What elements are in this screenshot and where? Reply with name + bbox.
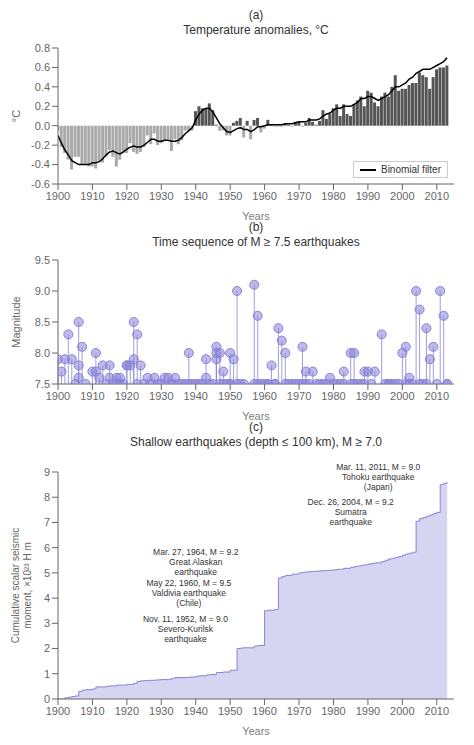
svg-text:May 22, 1960, M = 9.5Valdivia: May 22, 1960, M = 9.5Valdivia earthquake… bbox=[146, 578, 231, 608]
svg-text:1940: 1940 bbox=[183, 190, 207, 202]
svg-text:1970: 1970 bbox=[287, 190, 311, 202]
svg-text:1930: 1930 bbox=[149, 190, 173, 202]
svg-text:0: 0 bbox=[44, 693, 50, 705]
svg-text:Dec. 26, 2004, M = 9.2Sumatrae: Dec. 26, 2004, M = 9.2Sumatraearthquake bbox=[308, 497, 395, 527]
svg-text:°C: °C bbox=[10, 110, 22, 122]
svg-text:7: 7 bbox=[44, 516, 50, 528]
svg-text:1910: 1910 bbox=[80, 705, 104, 717]
svg-text:6: 6 bbox=[44, 542, 50, 554]
svg-text:2000: 2000 bbox=[390, 390, 414, 402]
svg-text:-0.2: -0.2 bbox=[31, 139, 50, 151]
svg-text:1960: 1960 bbox=[252, 190, 276, 202]
html-text:(b): (b) bbox=[248, 220, 264, 234]
svg-text:1980: 1980 bbox=[321, 705, 345, 717]
svg-text:0.2: 0.2 bbox=[35, 100, 50, 112]
svg-text:1940: 1940 bbox=[183, 390, 207, 402]
svg-text:1990: 1990 bbox=[356, 390, 380, 402]
svg-text:Magnitude: Magnitude bbox=[10, 296, 22, 347]
svg-text:4: 4 bbox=[44, 592, 50, 604]
svg-text:2010: 2010 bbox=[425, 705, 449, 717]
svg-text:2000: 2000 bbox=[390, 705, 414, 717]
svg-text:1990: 1990 bbox=[356, 705, 380, 717]
svg-text:0.0: 0.0 bbox=[35, 120, 50, 132]
svg-text:Years: Years bbox=[242, 725, 270, 735]
svg-text:8.0: 8.0 bbox=[35, 347, 50, 359]
svg-text:8: 8 bbox=[44, 491, 50, 503]
svg-text:3: 3 bbox=[44, 617, 50, 629]
svg-text:2: 2 bbox=[44, 642, 50, 654]
html-text:Shallow earthquakes (depth ≤ 1: Shallow earthquakes (depth ≤ 100 km), M … bbox=[130, 435, 382, 449]
svg-text:1: 1 bbox=[44, 668, 50, 680]
svg-text:Mar. 27, 1964, M = 9.2Great Al: Mar. 27, 1964, M = 9.2Great Alaskanearth… bbox=[153, 547, 239, 577]
html-text:Binomial filter: Binomial filter bbox=[381, 164, 441, 175]
svg-text:0.6: 0.6 bbox=[35, 61, 50, 73]
svg-text:2010: 2010 bbox=[425, 390, 449, 402]
svg-text:1920: 1920 bbox=[115, 390, 139, 402]
svg-text:1930: 1930 bbox=[149, 390, 173, 402]
svg-text:8.5: 8.5 bbox=[35, 316, 50, 328]
svg-text:Mar. 11, 2011, M = 9.0Tohoku e: Mar. 11, 2011, M = 9.0Tohoku earthquake(… bbox=[336, 462, 420, 492]
svg-text:5: 5 bbox=[44, 567, 50, 579]
svg-text:2010: 2010 bbox=[425, 190, 449, 202]
html-text:(c): (c) bbox=[249, 420, 263, 434]
svg-text:Cumulative scalar seismicmomen: Cumulative scalar seismicmoment, ×10²³ H… bbox=[10, 528, 33, 644]
svg-text:9.0: 9.0 bbox=[35, 285, 50, 297]
svg-text:Years: Years bbox=[242, 410, 270, 420]
svg-text:1970: 1970 bbox=[287, 705, 311, 717]
svg-text:1900: 1900 bbox=[46, 390, 70, 402]
svg-text:9.5: 9.5 bbox=[35, 254, 50, 266]
svg-text:1950: 1950 bbox=[218, 190, 242, 202]
svg-text:1950: 1950 bbox=[218, 390, 242, 402]
html-text:Temperature anomalies, °C: Temperature anomalies, °C bbox=[183, 23, 329, 37]
svg-text:7.5: 7.5 bbox=[35, 378, 50, 390]
svg-text:1920: 1920 bbox=[115, 705, 139, 717]
svg-text:1970: 1970 bbox=[287, 390, 311, 402]
svg-text:1960: 1960 bbox=[252, 705, 276, 717]
html-text:Time sequence of M ≥ 7.5 earth: Time sequence of M ≥ 7.5 earthquakes bbox=[152, 235, 360, 249]
svg-text:1900: 1900 bbox=[46, 190, 70, 202]
svg-text:1920: 1920 bbox=[115, 190, 139, 202]
svg-text:0.4: 0.4 bbox=[35, 81, 50, 93]
svg-text:0.8: 0.8 bbox=[35, 42, 50, 54]
svg-text:1980: 1980 bbox=[321, 190, 345, 202]
html-text:(a): (a) bbox=[248, 8, 264, 22]
svg-text:1940: 1940 bbox=[183, 705, 207, 717]
svg-text:1980: 1980 bbox=[321, 390, 345, 402]
svg-text:1910: 1910 bbox=[80, 190, 104, 202]
svg-text:1990: 1990 bbox=[356, 190, 380, 202]
svg-text:Years: Years bbox=[242, 210, 270, 220]
svg-text:1910: 1910 bbox=[80, 390, 104, 402]
svg-text:9: 9 bbox=[44, 466, 50, 478]
svg-text:1930: 1930 bbox=[149, 705, 173, 717]
svg-text:1950: 1950 bbox=[218, 705, 242, 717]
svg-text:1960: 1960 bbox=[252, 390, 276, 402]
svg-text:-0.6: -0.6 bbox=[31, 178, 50, 190]
svg-text:Nov. 11, 1952, M = 9.0Severo-K: Nov. 11, 1952, M = 9.0Severo-Kurilskeart… bbox=[143, 614, 228, 644]
svg-text:1900: 1900 bbox=[46, 705, 70, 717]
svg-text:-0.4: -0.4 bbox=[31, 158, 50, 170]
svg-text:2000: 2000 bbox=[390, 190, 414, 202]
